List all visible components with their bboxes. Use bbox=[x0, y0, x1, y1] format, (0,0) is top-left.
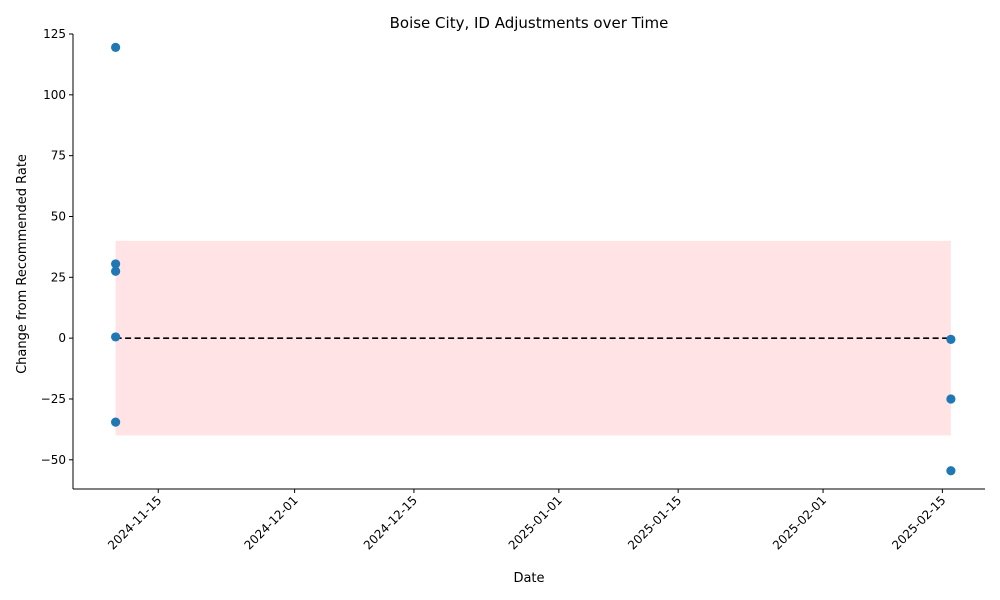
x-axis-title: Date bbox=[513, 571, 544, 586]
x-tick-label: 2024-12-01 bbox=[242, 493, 301, 552]
y-tick-label: 125 bbox=[43, 27, 66, 41]
x-tick-label: 2024-12-15 bbox=[361, 493, 420, 552]
data-point bbox=[111, 259, 121, 269]
y-axis-title: Change from Recommended Rate bbox=[15, 154, 30, 374]
x-tick-label: 2025-02-15 bbox=[889, 493, 948, 552]
data-point bbox=[111, 42, 121, 52]
y-tick-label: 25 bbox=[51, 270, 66, 284]
y-tick-label: −50 bbox=[41, 453, 66, 467]
y-tick-label: −25 bbox=[41, 392, 66, 406]
chart-title: Boise City, ID Adjustments over Time bbox=[390, 14, 669, 32]
y-tick-label: 75 bbox=[51, 149, 66, 163]
data-points-layer bbox=[111, 42, 956, 476]
x-axis-ticks: 2024-11-15 2024-12-01 2024-12-15 2025-01-01… bbox=[105, 489, 949, 552]
x-tick-label: 2024-11-15 bbox=[105, 493, 164, 552]
y-tick-label: 0 bbox=[58, 331, 66, 345]
x-tick-label: 2025-01-01 bbox=[506, 493, 565, 552]
x-tick-label: 2025-02-01 bbox=[770, 493, 829, 552]
data-point bbox=[946, 394, 956, 404]
y-tick-label: 100 bbox=[43, 88, 66, 102]
data-point bbox=[111, 417, 121, 427]
axes-layer bbox=[72, 34, 985, 490]
y-tick-label: 50 bbox=[51, 209, 66, 223]
y-axis-ticks: −50 −25 0 25 50 75 100 125 bbox=[41, 27, 73, 467]
x-tick-label: 2025-01-15 bbox=[625, 493, 684, 552]
data-point bbox=[111, 332, 121, 342]
data-point bbox=[946, 334, 956, 344]
data-point bbox=[946, 466, 956, 476]
data-point bbox=[111, 266, 121, 276]
